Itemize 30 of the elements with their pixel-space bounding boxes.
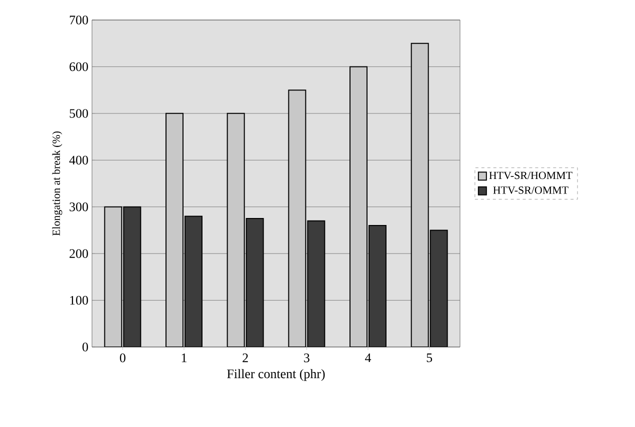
legend-label: HTV-SR/HOMMT [489, 172, 572, 180]
x-tick-label: 4 [365, 354, 372, 362]
bar [104, 206, 122, 347]
x-tick-label: 5 [426, 354, 432, 362]
x-tick-label: 3 [304, 354, 310, 362]
bar [184, 216, 202, 347]
x-axis-title: Filler content (phr) [227, 369, 325, 381]
y-tick-label: 500 [70, 109, 88, 118]
y-tick-label: 200 [70, 249, 88, 258]
bar [350, 66, 368, 347]
x-tick-label: 1 [182, 354, 186, 362]
bar [430, 230, 448, 347]
bar [246, 218, 264, 347]
y-tick-label: 0 [82, 342, 88, 352]
y-axis-title: Elongation at break (%) [52, 131, 62, 236]
bar [123, 206, 142, 347]
y-tick-label: 700 [70, 16, 88, 24]
bar [368, 225, 386, 347]
y-tick-label: 600 [70, 62, 88, 72]
bar [166, 112, 184, 347]
x-tick-label: 2 [242, 354, 248, 362]
x-tick-label: 0 [120, 354, 126, 362]
legend-label: HTV-SR/OMMT [493, 186, 568, 194]
bar [410, 42, 429, 347]
y-tick-label: 300 [70, 202, 88, 212]
y-tick-label: 100 [70, 296, 88, 305]
bar [226, 112, 245, 347]
y-tick-label: 400 [69, 156, 88, 165]
bar [307, 220, 326, 347]
bar [288, 90, 306, 347]
